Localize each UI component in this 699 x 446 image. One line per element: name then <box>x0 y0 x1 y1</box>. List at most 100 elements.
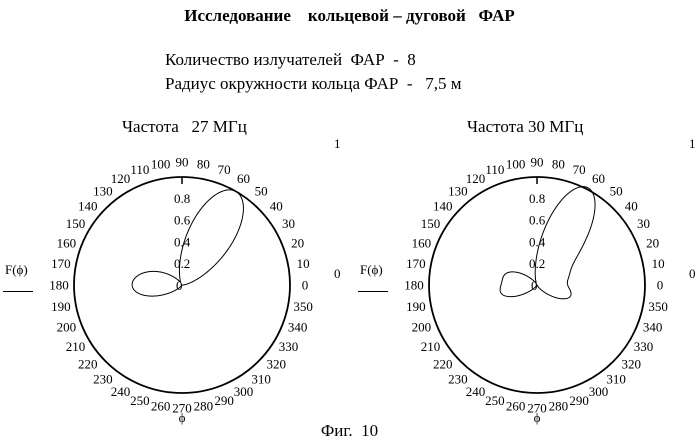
chart2-angle-tick-170: 170 <box>406 256 426 271</box>
chart1-angle-tick-280: 280 <box>194 399 214 414</box>
chart1-angle-tick-110: 110 <box>130 162 149 177</box>
chart1-angle-tick-200: 200 <box>57 320 76 335</box>
chart1-angle-tick-350: 350 <box>293 299 313 314</box>
chart2-angle-tick-140: 140 <box>433 198 453 213</box>
chart1-angle-tick-20: 20 <box>291 235 304 250</box>
chart1-angle-tick-300: 300 <box>234 384 254 399</box>
chart2-angle-tick-350: 350 <box>648 299 668 314</box>
chart1-angle-tick-80: 80 <box>197 156 210 171</box>
chart2-angle-tick-80: 80 <box>552 156 565 171</box>
chart2-angle-tick-90: 90 <box>531 155 544 170</box>
chart1-pattern-curve <box>131 189 244 297</box>
ring-radius-text: Радиус окружности кольца ФАР - 7,5 м <box>165 74 462 93</box>
chart2-title: Частота 30 МГц <box>467 117 584 136</box>
chart1-radial-tick-0.2: 0.2 <box>174 256 190 271</box>
page-title: Исследование кольцевой – дуговой ФАР <box>184 6 515 25</box>
chart1-angle-tick-180: 180 <box>49 278 69 293</box>
chart2-pattern-curve <box>499 186 596 300</box>
chart2-angle-tick-10: 10 <box>652 256 665 271</box>
chart2-angle-tick-310: 310 <box>606 372 626 387</box>
chart2-angle-tick-230: 230 <box>448 372 468 387</box>
chart2-angle-tick-160: 160 <box>412 235 432 250</box>
chart1-title: Частота 27 МГц <box>122 117 247 136</box>
chart1-angle-tick-320: 320 <box>266 357 286 372</box>
chart1-angle-tick-240: 240 <box>111 384 131 399</box>
chart2-angle-tick-70: 70 <box>573 162 586 177</box>
chart2-angle-tick-200: 200 <box>412 320 432 335</box>
chart1-radial-tick-0.6: 0.6 <box>174 213 191 228</box>
chart2-angle-tick-280: 280 <box>549 399 569 414</box>
chart2-rmax-label: 1 <box>689 136 696 151</box>
chart2-angle-tick-0: 0 <box>657 278 664 293</box>
chart2-angle-tick-120: 120 <box>466 171 486 186</box>
chart1-angle-tick-230: 230 <box>93 372 113 387</box>
chart1-angle-tick-190: 190 <box>51 299 70 314</box>
chart1-angle-tick-70: 70 <box>218 162 231 177</box>
chart2-angle-tick-240: 240 <box>466 384 486 399</box>
chart1-angle-tick-210: 210 <box>66 339 86 354</box>
chart2-radial-tick-0.6: 0.6 <box>529 213 546 228</box>
chart1-angle-tick-60: 60 <box>237 171 250 186</box>
chart1-angle-tick-30: 30 <box>282 216 295 231</box>
chart1-angle-tick-100: 100 <box>151 156 171 171</box>
chart1-radial-tick-0.4: 0.4 <box>174 234 191 249</box>
figure-caption: Фиг. 10 <box>320 421 379 440</box>
chart2-angle-tick-30: 30 <box>637 216 650 231</box>
chart2-radial-tick-0.2: 0.2 <box>529 256 545 271</box>
chart2-ylabel: F(ϕ) <box>360 262 383 277</box>
chart1-ylabel-underline <box>3 291 33 292</box>
chart1-angle-tick-340: 340 <box>288 320 308 335</box>
chart2-xlabel: ϕ <box>534 410 541 425</box>
chart1-angle-tick-260: 260 <box>151 399 171 414</box>
chart2-angle-tick-320: 320 <box>621 357 641 372</box>
chart2-angle-tick-220: 220 <box>433 357 453 372</box>
chart1-angle-tick-290: 290 <box>214 393 234 408</box>
chart2-angle-tick-190: 190 <box>406 299 426 314</box>
chart1-angle-tick-220: 220 <box>78 357 98 372</box>
chart2-angle-tick-300: 300 <box>589 384 609 399</box>
chart2-angle-tick-40: 40 <box>625 198 638 213</box>
chart2-angle-tick-330: 330 <box>634 339 654 354</box>
chart2-angle-tick-50: 50 <box>610 183 623 198</box>
chart2-angle-tick-130: 130 <box>448 183 468 198</box>
chart2-angle-tick-180: 180 <box>404 278 424 293</box>
chart1-angle-tick-160: 160 <box>57 235 76 250</box>
chart1-radial-tick-0: 0 <box>176 278 183 293</box>
chart1-angle-tick-40: 40 <box>270 198 283 213</box>
emitters-count-text: Количество излучателей ФАР - 8 <box>165 50 416 69</box>
chart1-angle-tick-120: 120 <box>111 171 131 186</box>
chart1-angle-tick-170: 170 <box>51 256 70 271</box>
chart1-rmax-label: 1 <box>334 136 341 151</box>
chart2-angle-tick-110: 110 <box>485 162 504 177</box>
chart2-angle-tick-290: 290 <box>569 393 589 408</box>
chart1-ylabel: F(ϕ) <box>5 262 28 277</box>
chart2-angle-tick-260: 260 <box>506 399 526 414</box>
chart2-angle-tick-60: 60 <box>592 171 605 186</box>
chart2-radial-tick-0.8: 0.8 <box>529 191 545 206</box>
chart1-radial-tick-0.8: 0.8 <box>174 191 190 206</box>
chart2-angle-tick-100: 100 <box>506 156 526 171</box>
chart2-radial-tick-0: 0 <box>531 278 538 293</box>
chart1-angle-tick-250: 250 <box>130 393 150 408</box>
chart2-angle-tick-250: 250 <box>485 393 505 408</box>
chart1-xlabel: ϕ <box>179 410 186 425</box>
chart1-angle-tick-0: 0 <box>302 278 309 293</box>
chart1-angle-tick-330: 330 <box>279 339 299 354</box>
chart1-angle-tick-310: 310 <box>251 372 271 387</box>
chart2-ylabel-underline <box>358 291 388 292</box>
chart1-rmin-label: 0 <box>334 266 341 281</box>
chart1-angle-tick-90: 90 <box>176 155 189 170</box>
chart2-rmin-label: 0 <box>689 266 696 281</box>
chart2-radial-tick-0.4: 0.4 <box>529 234 546 249</box>
chart2-angle-tick-340: 340 <box>643 320 663 335</box>
chart2-angle-tick-20: 20 <box>646 235 659 250</box>
chart1-angle-tick-270: 270 <box>172 401 192 416</box>
chart1-angle-tick-150: 150 <box>66 216 86 231</box>
chart1-angle-tick-140: 140 <box>78 198 98 213</box>
chart2-angle-tick-270: 270 <box>527 401 547 416</box>
chart2-angle-tick-150: 150 <box>421 216 441 231</box>
chart1-angle-tick-10: 10 <box>297 256 310 271</box>
chart1-angle-tick-130: 130 <box>93 183 113 198</box>
